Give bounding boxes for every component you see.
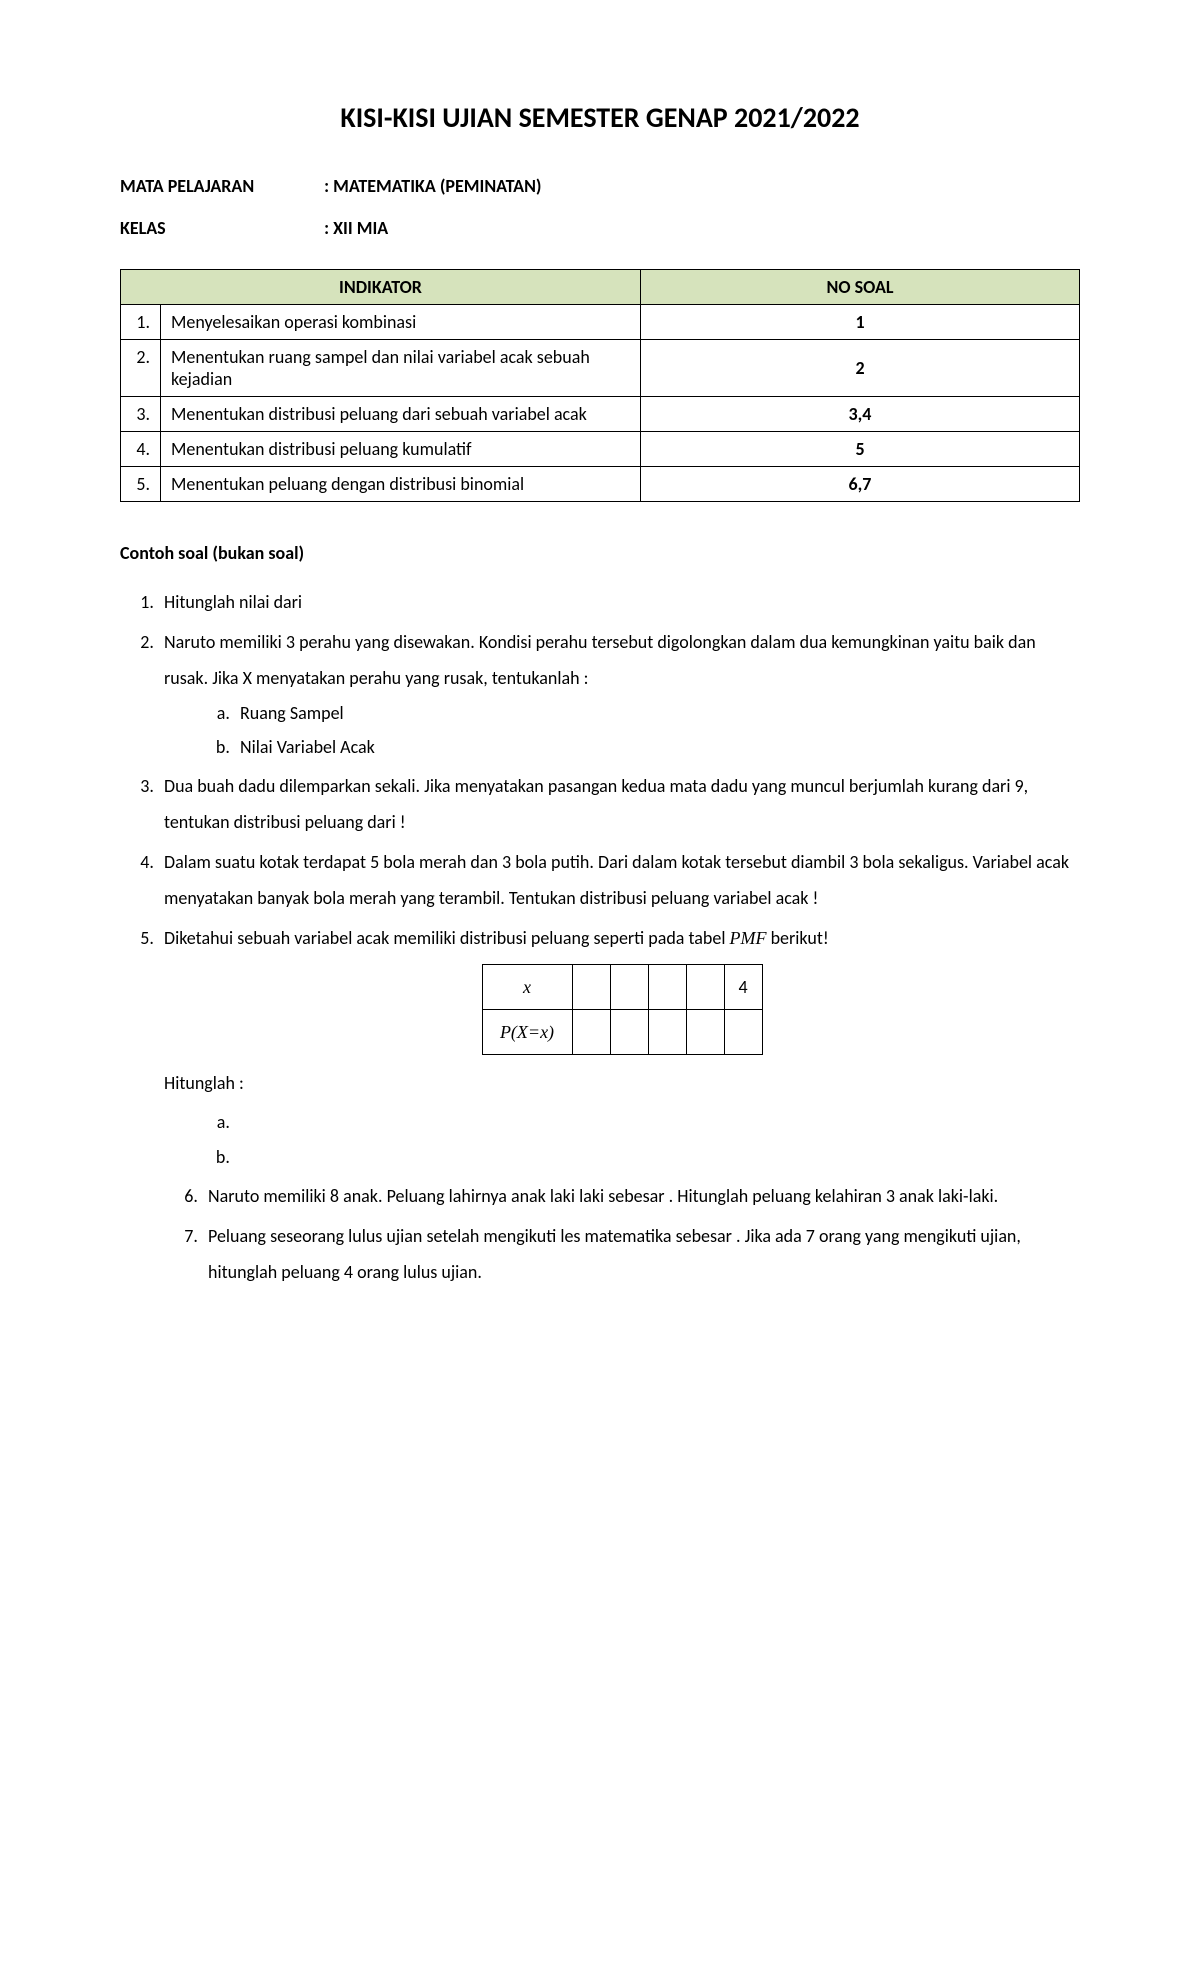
- q5: Diketahui sebuah variabel acak memiliki …: [158, 920, 1080, 1173]
- pmf-cell: [724, 1010, 762, 1055]
- question-list-2: Naruto memiliki 8 anak. Peluang lahirnya…: [142, 1178, 1080, 1290]
- contoh-heading: Contoh soal (bukan soal): [120, 542, 1080, 564]
- meta-sep: :: [324, 217, 329, 239]
- meta-sep: :: [324, 175, 329, 197]
- q2a: Ruang Sampel: [234, 696, 1080, 730]
- pmf-table: x 4 P(X=x): [482, 964, 763, 1055]
- pmf-pxx-label: P(X=x): [482, 1010, 572, 1055]
- q5-intro-pre: Diketahui sebuah variabel acak memiliki …: [164, 927, 730, 949]
- meta-subject-label: MATA PELAJARAN: [120, 175, 320, 197]
- table-row: 5. Menentukan peluang dengan distribusi …: [121, 467, 1080, 502]
- th-nosoal: NO SOAL: [641, 270, 1080, 305]
- row-num: 3.: [121, 397, 161, 432]
- q3: Dua buah dadu dilemparkan sekali. Jika m…: [158, 768, 1080, 840]
- meta-class-value: XII MIA: [333, 217, 388, 239]
- q2b: Nilai Variabel Acak: [234, 730, 1080, 764]
- meta-class-row: KELAS : XII MIA: [120, 217, 1080, 239]
- pmf-cell: 4: [724, 965, 762, 1010]
- row-nosoal: 1: [641, 305, 1080, 340]
- page-title: KISI-KISI UJIAN SEMESTER GENAP 2021/2022: [120, 100, 1080, 135]
- row-ind: Menentukan distribusi peluang dari sebua…: [161, 397, 641, 432]
- row-ind: Menentukan peluang dengan distribusi bin…: [161, 467, 641, 502]
- q6: Naruto memiliki 8 anak. Peluang lahirnya…: [202, 1178, 1080, 1214]
- pmf-table-wrap: x 4 P(X=x): [164, 964, 1080, 1055]
- row-nosoal: 6,7: [641, 467, 1080, 502]
- pmf-cell: [610, 965, 648, 1010]
- row-ind: Menentukan ruang sampel dan nilai variab…: [161, 340, 641, 397]
- q5-pmf-word: PMF: [730, 928, 767, 948]
- meta-class-label: KELAS: [120, 217, 320, 239]
- row-num: 5.: [121, 467, 161, 502]
- th-indikator: INDIKATOR: [121, 270, 641, 305]
- q5-hitunglah: Hitunglah :: [164, 1065, 1080, 1101]
- q2-text: Naruto memiliki 3 perahu yang disewakan.…: [164, 631, 1036, 689]
- question-list: Hitunglah nilai dari Naruto memiliki 3 p…: [120, 584, 1080, 1174]
- pmf-cell: [648, 1010, 686, 1055]
- meta-subject-row: MATA PELAJARAN : MATEMATIKA (PEMINATAN): [120, 175, 1080, 197]
- table-row: 1. Menyelesaikan operasi kombinasi 1: [121, 305, 1080, 340]
- q1: Hitunglah nilai dari: [158, 584, 1080, 620]
- pmf-x-label: x: [482, 965, 572, 1010]
- indikator-table: INDIKATOR NO SOAL 1. Menyelesaikan opera…: [120, 269, 1080, 502]
- table-row: 4. Menentukan distribusi peluang kumulat…: [121, 432, 1080, 467]
- row-num: 1.: [121, 305, 161, 340]
- table-row: 2. Menentukan ruang sampel dan nilai var…: [121, 340, 1080, 397]
- q5b: [234, 1140, 1080, 1174]
- q5-intro-post: berikut!: [767, 927, 829, 949]
- q7: Peluang seseorang lulus ujian setelah me…: [202, 1218, 1080, 1290]
- row-num: 4.: [121, 432, 161, 467]
- table-row: 3. Menentukan distribusi peluang dari se…: [121, 397, 1080, 432]
- pmf-cell: [648, 965, 686, 1010]
- pmf-cell: [572, 1010, 610, 1055]
- meta-subject-value: MATEMATIKA (PEMINATAN): [333, 175, 541, 197]
- q2: Naruto memiliki 3 perahu yang disewakan.…: [158, 624, 1080, 764]
- pmf-cell: [572, 965, 610, 1010]
- row-ind: Menentukan distribusi peluang kumulatif: [161, 432, 641, 467]
- q2-sublist: Ruang Sampel Nilai Variabel Acak: [164, 696, 1080, 764]
- row-nosoal: 2: [641, 340, 1080, 397]
- row-nosoal: 3,4: [641, 397, 1080, 432]
- q5-sublist: [164, 1105, 1080, 1173]
- row-nosoal: 5: [641, 432, 1080, 467]
- pmf-cell: [686, 1010, 724, 1055]
- q4: Dalam suatu kotak terdapat 5 bola merah …: [158, 844, 1080, 916]
- row-num: 2.: [121, 340, 161, 397]
- pmf-cell: [686, 965, 724, 1010]
- q5a: [234, 1105, 1080, 1139]
- row-ind: Menyelesaikan operasi kombinasi: [161, 305, 641, 340]
- pmf-cell: [610, 1010, 648, 1055]
